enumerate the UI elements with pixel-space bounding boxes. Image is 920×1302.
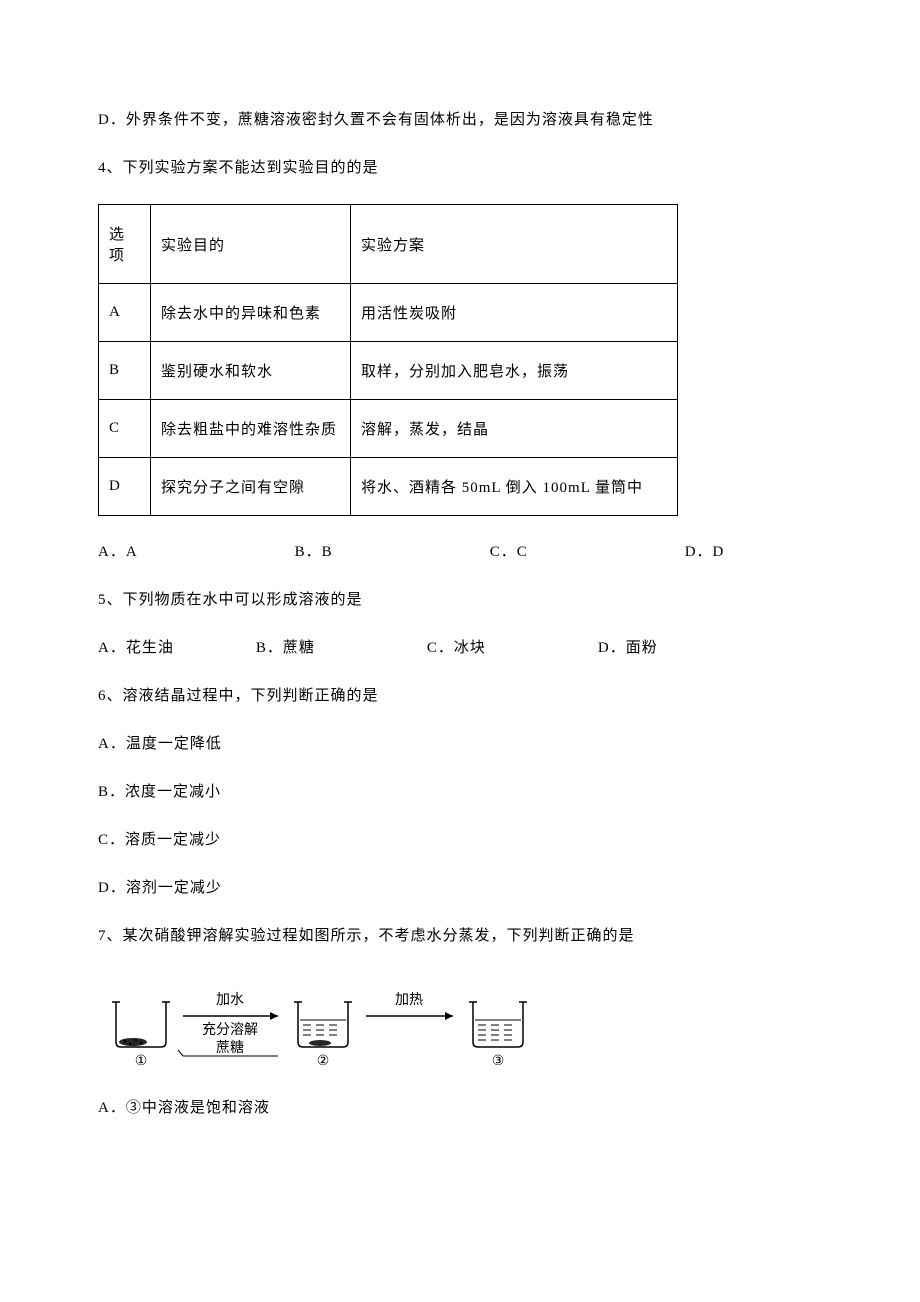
cell-d1: D [99, 458, 151, 516]
beaker-2-icon [294, 1002, 352, 1047]
header-col3: 实验方案 [351, 205, 678, 284]
q7-diagram: ① 加水 充分溶解 蔗糖 ② [98, 972, 822, 1072]
beaker-3-icon [469, 1002, 527, 1047]
q6-opt-c: C．溶质一定减少 [98, 828, 822, 852]
q6-prompt: 6、溶液结晶过程中，下列判断正确的是 [98, 684, 822, 708]
cell-c2: 除去粗盐中的难溶性杂质 [151, 400, 351, 458]
beaker-2-label: ② [317, 1054, 330, 1069]
q7-prompt: 7、某次硝酸钾溶解实验过程如图所示，不考虑水分蒸发，下列判断正确的是 [98, 924, 822, 948]
cell-c3: 溶解，蒸发，结晶 [351, 400, 678, 458]
q5-opt-b: B．蔗糖 [256, 636, 315, 660]
q4-table: 选项 实验目的 实验方案 A 除去水中的异味和色素 用活性炭吸附 B 鉴别硬水和… [98, 204, 678, 516]
header-col1: 选项 [99, 205, 151, 284]
arrow-1-sub-label: 蔗糖 [216, 1040, 244, 1056]
arrow-2-icon [366, 1012, 453, 1020]
arrow-1-icon [183, 1012, 278, 1020]
cell-a2: 除去水中的异味和色素 [151, 284, 351, 342]
table-row: B 鉴别硬水和软水 取样，分别加入肥皂水，振荡 [99, 342, 678, 400]
q4-opt-a: A．A [98, 540, 138, 564]
beaker-3-label: ③ [492, 1054, 505, 1069]
q4-opt-d: D．D [685, 540, 725, 564]
q5-prompt: 5、下列物质在水中可以形成溶液的是 [98, 588, 822, 612]
q6-opt-a: A．温度一定降低 [98, 732, 822, 756]
arrow-2-label: 加热 [395, 992, 423, 1008]
header-col2: 实验目的 [151, 205, 351, 284]
q5-opt-c: C．冰块 [427, 636, 486, 660]
arrow-1-bottom-label: 充分溶解 [202, 1022, 258, 1038]
beaker-1-icon [112, 1002, 170, 1047]
q5-options: A．花生油 B．蔗糖 C．冰块 D．面粉 [98, 636, 822, 660]
q6-opt-b: B．浓度一定减小 [98, 780, 822, 804]
q6-opt-d: D．溶剂一定减少 [98, 876, 822, 900]
cell-d2: 探究分子之间有空隙 [151, 458, 351, 516]
table-row: 选项 实验目的 实验方案 [99, 205, 678, 284]
q5-opt-d: D．面粉 [598, 636, 658, 660]
prev-option-d: D．外界条件不变，蔗糖溶液密封久置不会有固体析出，是因为溶液具有稳定性 [98, 108, 822, 132]
cell-c1: C [99, 400, 151, 458]
cell-a3: 用活性炭吸附 [351, 284, 678, 342]
q4-prompt: 4、下列实验方案不能达到实验目的的是 [98, 156, 822, 180]
q4-opt-b: B．B [295, 540, 333, 564]
cell-d3: 将水、酒精各 50mL 倒入 100mL 量筒中 [351, 458, 678, 516]
arrow-1-top-label: 加水 [216, 992, 244, 1008]
cell-b2: 鉴别硬水和软水 [151, 342, 351, 400]
table-row: A 除去水中的异味和色素 用活性炭吸附 [99, 284, 678, 342]
q5-opt-a: A．花生油 [98, 636, 174, 660]
q7-opt-a: A．③中溶液是饱和溶液 [98, 1096, 822, 1120]
table-row: D 探究分子之间有空隙 将水、酒精各 50mL 倒入 100mL 量筒中 [99, 458, 678, 516]
table-row: C 除去粗盐中的难溶性杂质 溶解，蒸发，结晶 [99, 400, 678, 458]
q4-opt-c: C．C [490, 540, 528, 564]
q4-options: A．A B．B C．C D．D [98, 540, 822, 564]
cell-b3: 取样，分别加入肥皂水，振荡 [351, 342, 678, 400]
cell-a1: A [99, 284, 151, 342]
beaker-1-label: ① [135, 1054, 148, 1069]
cell-b1: B [99, 342, 151, 400]
